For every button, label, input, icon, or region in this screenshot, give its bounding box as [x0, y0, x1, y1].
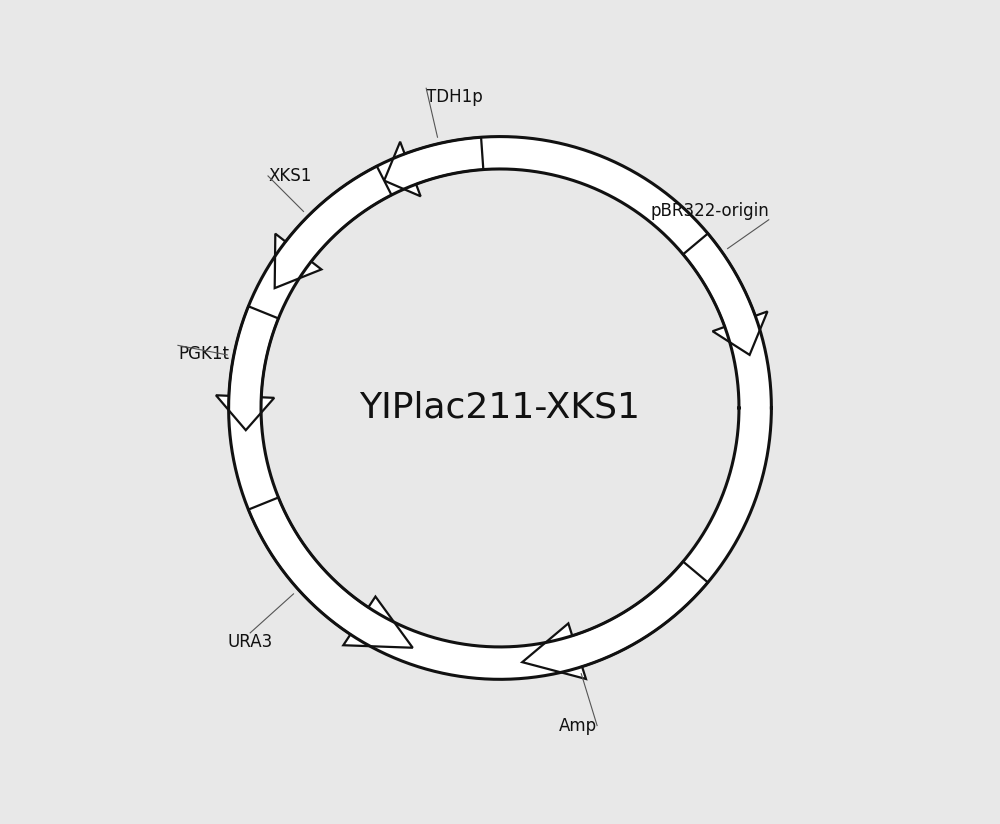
Polygon shape: [248, 498, 413, 648]
Text: TDH1p: TDH1p: [426, 88, 483, 106]
Polygon shape: [522, 562, 708, 679]
Polygon shape: [683, 233, 767, 355]
Polygon shape: [216, 307, 278, 430]
Text: XKS1: XKS1: [268, 167, 311, 185]
Text: PGK1t: PGK1t: [178, 345, 229, 363]
Text: YIPlac211-XKS1: YIPlac211-XKS1: [360, 391, 640, 425]
Polygon shape: [384, 138, 483, 196]
Polygon shape: [229, 137, 771, 679]
Text: URA3: URA3: [228, 633, 273, 651]
Polygon shape: [275, 166, 392, 288]
Text: Amp: Amp: [559, 717, 597, 734]
Text: pBR322-origin: pBR322-origin: [650, 202, 769, 220]
